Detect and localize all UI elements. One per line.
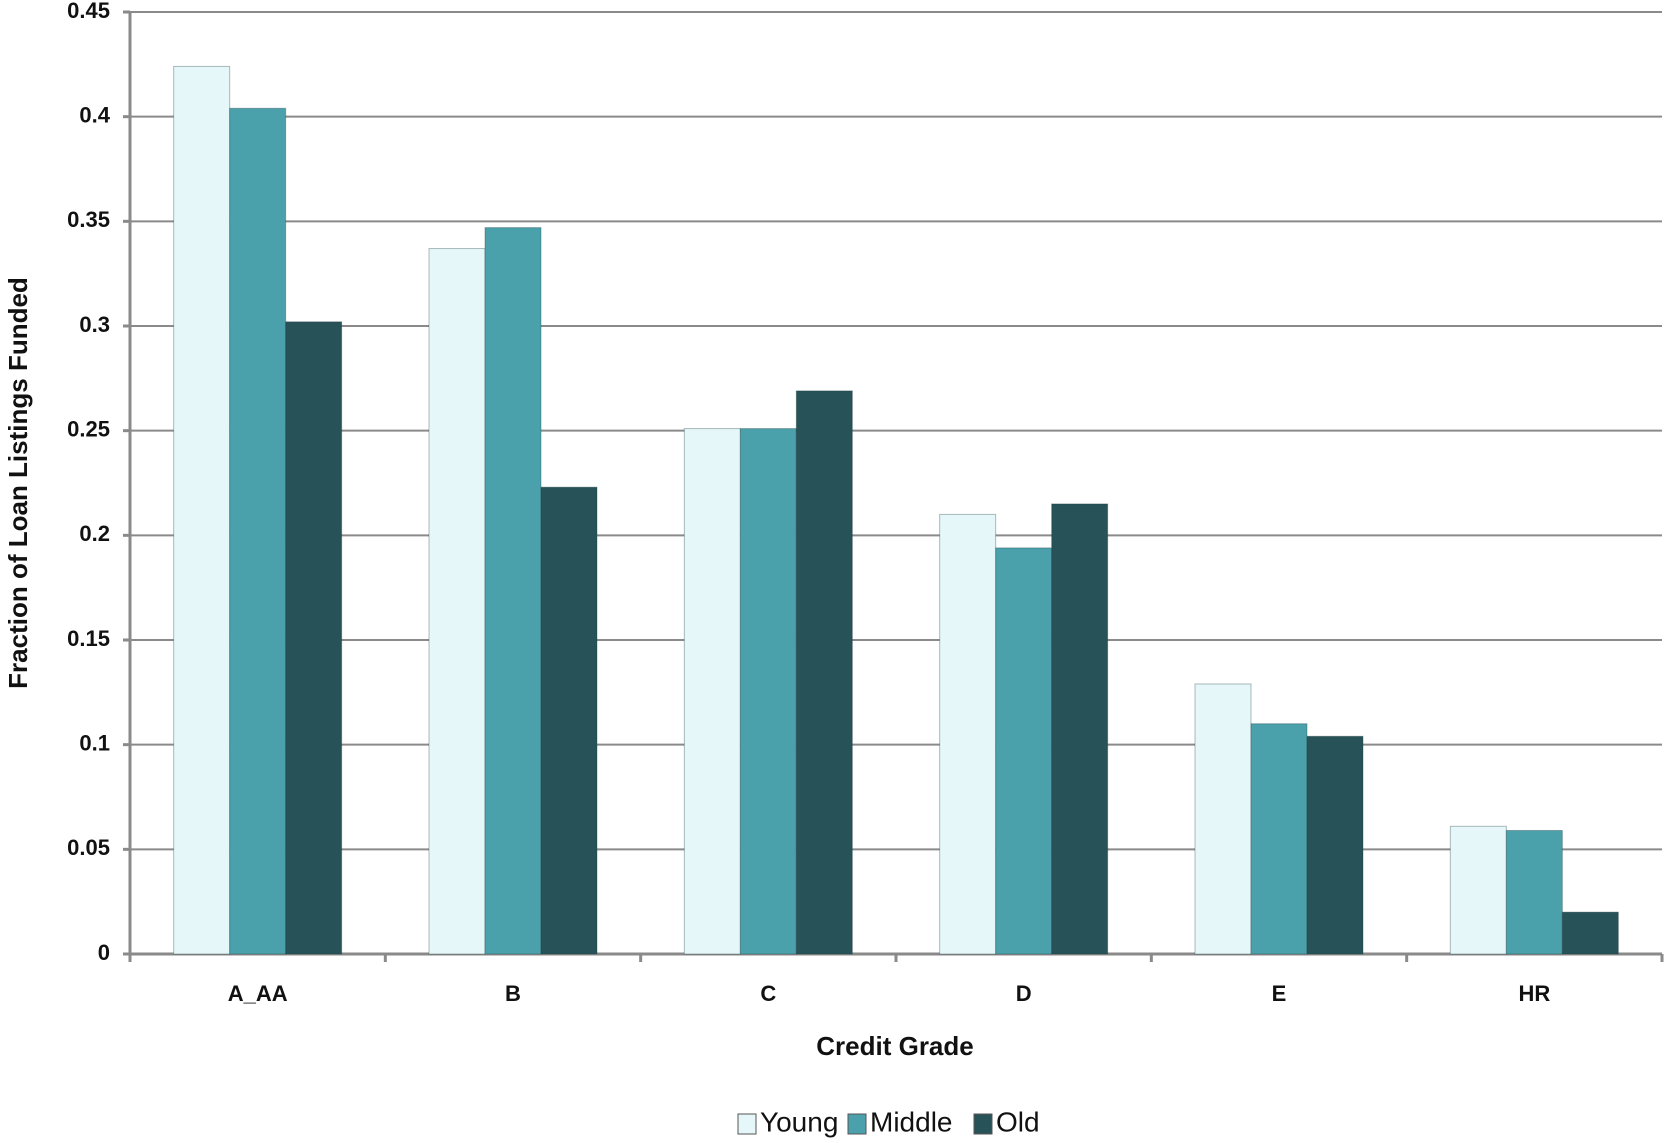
y-tick-label: 0.35 bbox=[67, 207, 110, 232]
y-tick-label: 0.15 bbox=[67, 626, 110, 651]
bar bbox=[1306, 735, 1364, 955]
x-tick-label: HR bbox=[1518, 981, 1550, 1006]
x-tick-label: E bbox=[1272, 981, 1287, 1006]
y-tick-label: 0.25 bbox=[67, 416, 110, 441]
bar bbox=[1561, 911, 1619, 955]
bar bbox=[484, 227, 542, 955]
bar bbox=[1449, 825, 1507, 955]
y-tick-label: 0 bbox=[98, 940, 110, 965]
bar bbox=[939, 513, 997, 955]
bar bbox=[1194, 683, 1252, 955]
bar bbox=[795, 390, 853, 955]
bar bbox=[1505, 829, 1563, 955]
bar bbox=[739, 428, 797, 955]
bar bbox=[1250, 723, 1308, 955]
legend-label: Old bbox=[996, 1106, 1040, 1137]
legend-label: Middle bbox=[870, 1106, 952, 1137]
bar bbox=[995, 547, 1053, 955]
x-tick-label: C bbox=[760, 981, 776, 1006]
bar bbox=[285, 321, 343, 955]
bar bbox=[173, 65, 231, 955]
bar bbox=[229, 107, 287, 955]
y-axis-title: Fraction of Loan Listings Funded bbox=[3, 277, 33, 689]
y-tick-label: 0.3 bbox=[79, 312, 110, 337]
bar bbox=[540, 486, 598, 955]
legend-swatch bbox=[973, 1113, 993, 1135]
legend-swatch bbox=[847, 1113, 867, 1135]
bar bbox=[683, 428, 741, 955]
bar bbox=[1051, 503, 1109, 955]
y-tick-label: 0.45 bbox=[67, 0, 110, 23]
y-tick-label: 0.2 bbox=[79, 521, 110, 546]
bar bbox=[428, 248, 486, 955]
x-tick-label: A_AA bbox=[228, 981, 288, 1006]
y-tick-label: 0.1 bbox=[79, 730, 110, 755]
x-tick-label: B bbox=[505, 981, 521, 1006]
legend-swatch bbox=[737, 1113, 757, 1135]
y-tick-label: 0.4 bbox=[79, 102, 110, 127]
y-tick-label: 0.05 bbox=[67, 835, 110, 860]
legend-label: Young bbox=[760, 1106, 838, 1137]
x-axis-title: Credit Grade bbox=[816, 1031, 974, 1061]
x-tick-label: D bbox=[1016, 981, 1032, 1006]
